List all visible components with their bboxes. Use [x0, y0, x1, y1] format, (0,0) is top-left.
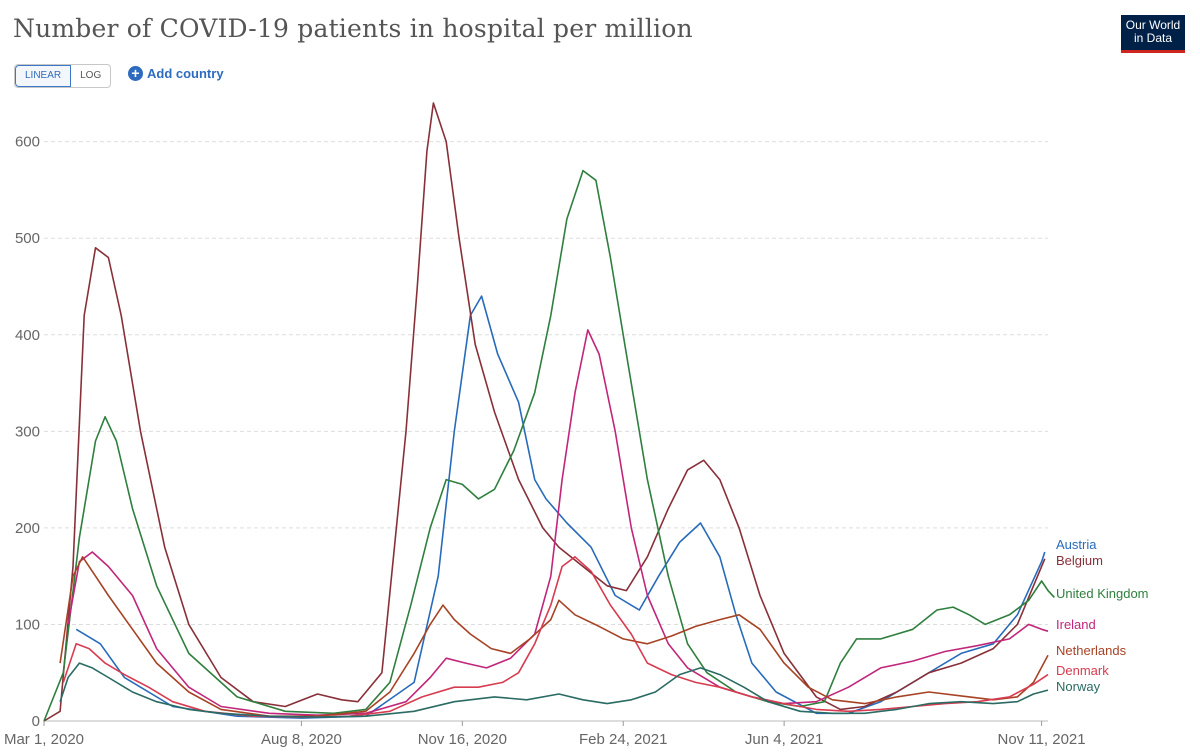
x-axis-ticks: Mar 1, 2020 Aug 8, 2020 Nov 16, 2020 Feb 24…: [4, 721, 1086, 748]
series-line-united-kingdom[interactable]: [43, 169, 1055, 722]
scale-toggle: LINEAR LOG: [14, 64, 112, 88]
x-tick-label: Nov 11, 2021: [998, 731, 1086, 748]
y-tick-label: 400: [15, 327, 40, 344]
series-label-united-kingdom[interactable]: United Kingdom: [1056, 586, 1149, 601]
y-tick-label: 200: [15, 520, 40, 537]
linear-scale-button[interactable]: LINEAR: [15, 65, 72, 87]
grid-lines: [44, 141, 1048, 722]
logo-line-2: in Data: [1133, 31, 1173, 45]
series-line-ireland[interactable]: [67, 329, 1049, 716]
page-title: Number of COVID-19 patients in hospital …: [13, 14, 693, 43]
series-label-netherlands[interactable]: Netherlands: [1056, 643, 1127, 658]
log-scale-button[interactable]: LOG: [80, 70, 102, 81]
plus-circle-icon: +: [128, 66, 143, 81]
series-label-austria[interactable]: Austria: [1056, 537, 1097, 552]
y-tick-label: 300: [15, 423, 40, 440]
series-label-norway[interactable]: Norway: [1056, 679, 1101, 694]
y-tick-label: 0: [32, 713, 40, 730]
logo-line-1: Our World: [1125, 18, 1181, 32]
owid-logo[interactable]: Our World in Data: [1121, 15, 1185, 53]
series-label-belgium[interactable]: Belgium: [1056, 553, 1103, 568]
series-lines: [43, 102, 1055, 722]
series-line-netherlands[interactable]: [59, 556, 1049, 717]
add-country-label: Add country: [147, 66, 224, 81]
x-tick-label: Jun 4, 2021: [745, 731, 823, 748]
series-label-ireland[interactable]: Ireland: [1056, 617, 1096, 632]
y-tick-label: 600: [15, 134, 40, 151]
x-tick-label: Aug 8, 2020: [261, 731, 342, 748]
series-label-denmark[interactable]: Denmark: [1056, 663, 1109, 678]
series-line-belgium[interactable]: [43, 102, 1046, 722]
x-tick-label: Feb 24, 2021: [579, 731, 667, 748]
series-line-norway[interactable]: [59, 662, 1049, 718]
series-line-denmark[interactable]: [62, 556, 1049, 718]
add-country-button[interactable]: + Add country: [128, 66, 224, 81]
y-axis-ticks: 0 100 200 300 400 500 600: [15, 134, 40, 730]
y-tick-label: 500: [15, 230, 40, 247]
y-tick-label: 100: [15, 616, 40, 633]
x-tick-label: Nov 16, 2020: [418, 731, 507, 748]
series-line-austria[interactable]: [75, 295, 1046, 719]
x-tick-label: Mar 1, 2020: [4, 731, 84, 748]
